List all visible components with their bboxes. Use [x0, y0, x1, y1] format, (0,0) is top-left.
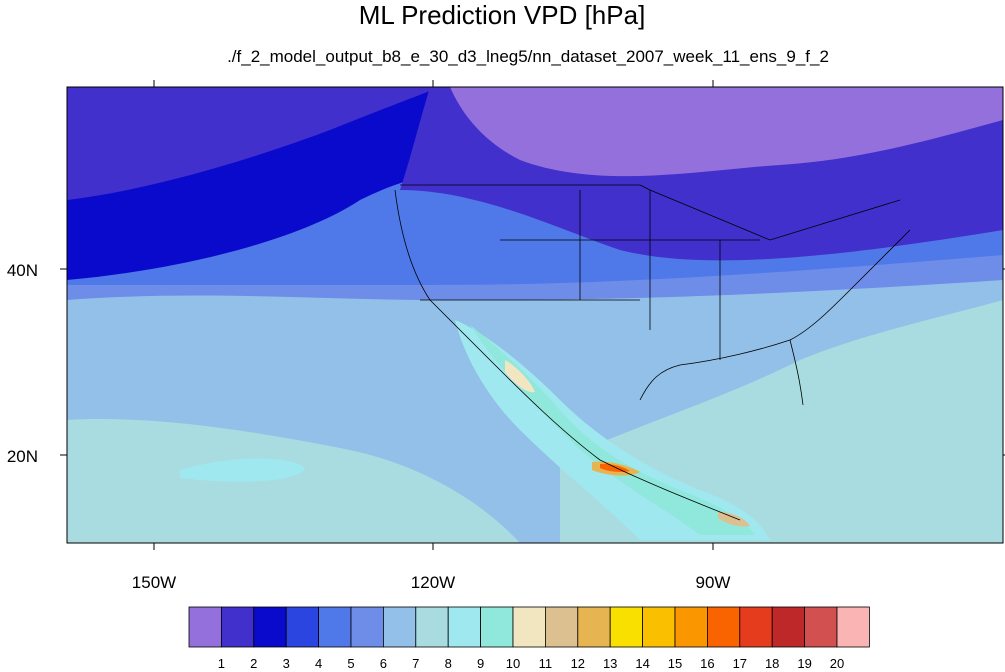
colorbar-label: 15 [668, 656, 682, 671]
colorbar-swatch [188, 606, 222, 648]
colorbar-label: 20 [830, 656, 844, 671]
colorbar-swatch [350, 606, 384, 648]
colorbar: 1 2 3 4 5 6 7 8 9 10 11 12 13 14 15 16 17 18 19 20 [188, 606, 870, 671]
colorbar-label: 4 [315, 656, 322, 671]
colorbar-label: 19 [797, 656, 811, 671]
colorbar-swatch [545, 606, 579, 648]
lon-label-150w: 150W [132, 573, 176, 592]
field-level-16-hotspot [600, 463, 630, 472]
lat-label-20n: 20N [7, 447, 38, 466]
colorbar-swatch [220, 606, 255, 648]
coastlines [394, 184, 911, 521]
colorbar-label: 16 [700, 656, 714, 671]
colorbar-swatch [253, 606, 287, 648]
colorbar-swatch [512, 606, 546, 648]
colorbar-swatch [447, 606, 482, 648]
colorbar-label: 6 [380, 656, 387, 671]
colorbar-swatch [285, 606, 320, 648]
colorbar-swatch [318, 606, 352, 648]
colorbar-label: 18 [765, 656, 779, 671]
map-subtitle: ./f_2_model_output_b8_e_30_d3_lneg5/nn_d… [227, 47, 829, 66]
lat-label-40n: 40N [7, 261, 38, 280]
colorbar-label: 2 [250, 656, 257, 671]
colorbar-swatch [480, 606, 514, 648]
colorbar-label: 14 [635, 656, 649, 671]
vpd-field [67, 87, 1003, 543]
colorbar-label: 8 [445, 656, 452, 671]
colorbar-label: 7 [412, 656, 419, 671]
colorbar-swatch [577, 606, 611, 648]
colorbar-swatch [382, 606, 417, 648]
map-title: ML Prediction VPD [hPa] [359, 0, 646, 30]
field-level-8-pacific-patch [180, 458, 305, 482]
colorbar-label: 17 [733, 656, 747, 671]
map-frame [66, 86, 1004, 544]
field-level-12-hotspot [718, 512, 750, 527]
colorbar-label: 10 [506, 656, 520, 671]
colorbar-swatch [415, 606, 449, 648]
colorbar-label: 1 [218, 656, 225, 671]
colorbar-swatch [771, 606, 806, 648]
colorbar-swatch [739, 606, 773, 648]
lon-label-90w: 90W [696, 573, 731, 592]
colorbar-swatch [707, 606, 741, 648]
colorbar-label: 9 [477, 656, 484, 671]
colorbar-label: 12 [571, 656, 585, 671]
colorbar-label: 13 [603, 656, 617, 671]
colorbar-swatch [836, 606, 870, 648]
colorbar-label: 5 [347, 656, 354, 671]
field-level-10-baja [505, 360, 535, 393]
field-level-2-west [67, 87, 440, 200]
colorbar-swatch [674, 606, 708, 648]
colorbar-swatch [642, 606, 676, 648]
field-level-1 [450, 87, 1003, 177]
colorbar-swatch [609, 606, 644, 648]
colorbar-label: 3 [283, 656, 290, 671]
axis-ticks [60, 80, 1005, 550]
field-level-7-pacific [67, 419, 520, 543]
lon-label-120w: 120W [411, 573, 455, 592]
colorbar-label: 11 [539, 656, 553, 671]
colorbar-swatch [804, 606, 838, 648]
